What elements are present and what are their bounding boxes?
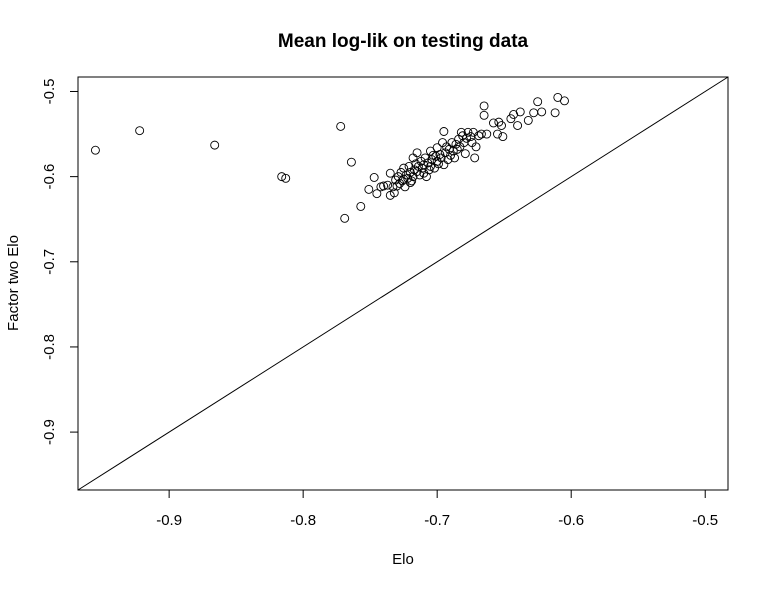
data-point <box>550 108 560 118</box>
data-point <box>400 182 410 192</box>
y-axis: -0.9 -0.8 -0.7 -0.6 -0.5 <box>41 79 78 445</box>
y-tick-label: -0.7 <box>41 249 58 275</box>
data-point <box>405 178 415 188</box>
data-point <box>533 97 543 107</box>
data-point <box>471 142 481 152</box>
data-point <box>450 153 460 163</box>
data-point <box>443 155 453 165</box>
data-point <box>407 176 417 186</box>
data-point <box>412 148 422 158</box>
data-point <box>509 110 519 119</box>
x-axis-label: Elo <box>392 551 414 568</box>
data-point <box>513 121 523 130</box>
data-point <box>364 184 374 194</box>
data-point <box>383 180 393 190</box>
data-points <box>90 92 569 223</box>
x-tick-label: -0.7 <box>424 512 450 529</box>
data-point <box>460 149 470 159</box>
data-point <box>462 133 472 143</box>
x-tick-label: -0.9 <box>156 512 182 529</box>
data-point <box>419 160 429 170</box>
data-point <box>277 172 287 182</box>
data-point <box>420 153 430 163</box>
data-point <box>439 160 449 170</box>
plot-frame <box>77 76 729 491</box>
x-tick-label: -0.8 <box>290 512 316 529</box>
data-point <box>413 161 423 171</box>
data-point <box>340 213 350 223</box>
data-point <box>497 121 506 130</box>
y-axis-label: Factor two Elo <box>5 235 22 331</box>
x-tick-label: -0.6 <box>558 512 584 529</box>
data-point <box>369 173 379 182</box>
y-tick-label: -0.9 <box>41 419 58 445</box>
data-point <box>336 121 346 131</box>
data-point <box>537 107 547 117</box>
data-point <box>346 157 356 167</box>
data-point <box>482 129 492 139</box>
data-point <box>439 127 449 136</box>
data-point <box>560 96 569 106</box>
data-point <box>442 142 452 152</box>
data-point <box>372 189 382 199</box>
data-point <box>90 145 100 155</box>
x-tick-label: -0.5 <box>692 512 718 529</box>
x-axis: -0.9 -0.8 -0.7 -0.6 -0.5 <box>156 490 718 529</box>
data-point <box>506 114 516 124</box>
y-tick-label: -0.5 <box>41 79 58 105</box>
data-point <box>476 129 486 139</box>
data-point <box>385 168 395 178</box>
data-point <box>210 140 220 150</box>
data-point <box>431 151 441 161</box>
data-point <box>489 118 498 128</box>
data-point <box>529 108 539 118</box>
chart-title: Mean log-lik on testing data <box>278 31 529 52</box>
data-point <box>493 129 502 139</box>
data-point <box>434 159 443 169</box>
data-point <box>426 161 435 171</box>
data-point <box>470 153 480 163</box>
y-tick-label: -0.6 <box>41 164 58 190</box>
data-point <box>523 115 533 125</box>
data-point <box>515 107 525 117</box>
data-point <box>452 144 462 154</box>
reference-line <box>77 76 729 491</box>
data-point <box>498 132 508 142</box>
y-tick-label: -0.8 <box>41 334 58 360</box>
data-point <box>281 173 291 183</box>
data-point <box>463 127 473 137</box>
data-point <box>356 201 366 211</box>
data-point <box>479 101 489 111</box>
data-point <box>135 126 145 136</box>
data-point <box>379 181 389 191</box>
data-point <box>479 110 489 120</box>
